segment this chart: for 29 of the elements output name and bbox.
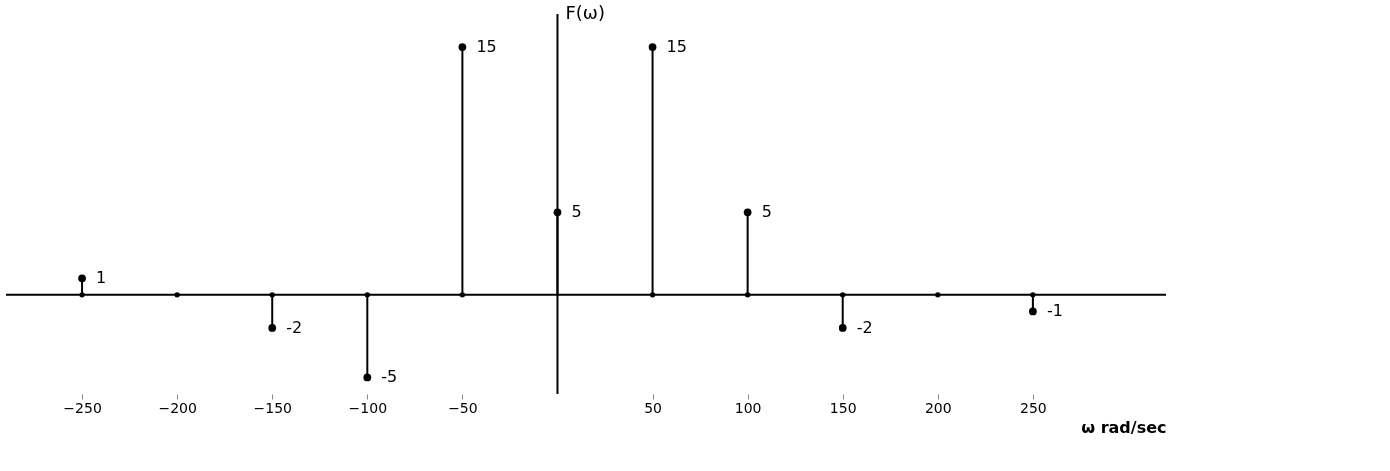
x-axis-title: ω rad/sec: [1081, 417, 1167, 437]
x-tick-label: −50: [448, 399, 478, 416]
x-tick-label: −100: [348, 399, 388, 416]
x-tick-label: 250: [1020, 399, 1047, 416]
point: [838, 324, 847, 332]
y-axis-title: F(ω): [565, 2, 605, 23]
data-label: 1: [96, 268, 107, 288]
x-tick-label: −250: [63, 399, 102, 416]
point: [743, 208, 752, 217]
data-label: -1: [1046, 301, 1063, 321]
data-label: -2: [856, 317, 873, 337]
data-label: 15: [666, 37, 687, 57]
x-tick-label: 200: [924, 399, 952, 416]
x-tick-label: −200: [158, 399, 197, 416]
point: [268, 324, 277, 332]
data-label: -2: [286, 317, 303, 337]
x-tick-label: 50: [644, 399, 662, 416]
point: [1029, 307, 1037, 316]
data-label: 5: [761, 202, 772, 222]
point: [648, 43, 657, 51]
x-tick-label: 150: [829, 399, 857, 416]
point: [78, 274, 86, 283]
point: [458, 43, 467, 51]
data-label: 5: [571, 202, 582, 222]
data-label: -5: [381, 367, 398, 387]
x-tick-label: 100: [734, 399, 762, 416]
point: [363, 373, 372, 382]
data-label: 15: [476, 37, 497, 57]
x-tick-label: −150: [253, 399, 292, 416]
